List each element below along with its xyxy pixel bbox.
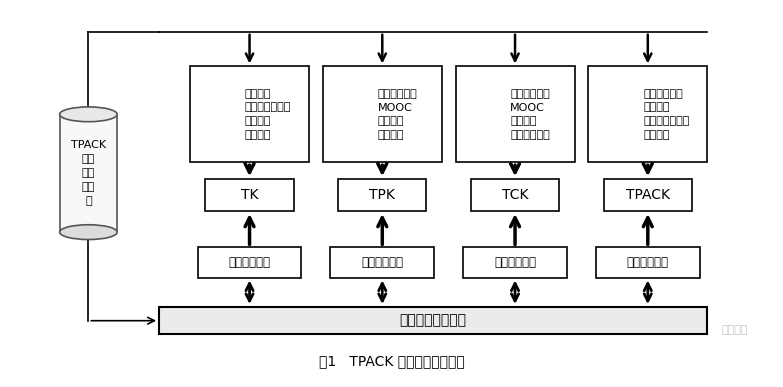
Text: 网络平台学习
MOOC
互动交流
分科专题讨论: 网络平台学习 MOOC 互动交流 分科专题讨论 xyxy=(511,89,550,140)
Text: 自主学习空间: 自主学习空间 xyxy=(361,256,403,269)
Bar xyxy=(464,247,567,277)
Bar xyxy=(338,179,427,211)
Bar xyxy=(190,66,309,162)
Text: TPACK: TPACK xyxy=(626,188,669,202)
Text: TPACK
内容
及实
施体
系: TPACK 内容 及实 施体 系 xyxy=(70,140,106,206)
Text: 图1   TPACK 内容及实施体系图: 图1 TPACK 内容及实施体系图 xyxy=(319,354,464,368)
Text: 网络教学平台: 网络教学平台 xyxy=(627,256,669,269)
Text: TK: TK xyxy=(241,188,258,202)
Bar xyxy=(159,307,707,334)
Text: TCK: TCK xyxy=(502,188,529,202)
Bar xyxy=(596,247,699,277)
Text: 学习与发展共同体: 学习与发展共同体 xyxy=(399,314,467,328)
Text: 网络教学平台: 网络教学平台 xyxy=(229,256,271,269)
Bar xyxy=(471,179,559,211)
Ellipse shape xyxy=(60,107,117,122)
Bar xyxy=(198,247,301,277)
Bar xyxy=(330,247,434,277)
Text: 网络平台学习
MOOC
互动交流
专题讨论: 网络平台学习 MOOC 互动交流 专题讨论 xyxy=(377,89,417,140)
Text: 专题讲授
演示，实践演练
作业完成
共享交流: 专题讲授 演示，实践演练 作业完成 共享交流 xyxy=(245,89,291,140)
Bar xyxy=(60,114,117,232)
Bar xyxy=(205,179,294,211)
Bar xyxy=(323,66,442,162)
Ellipse shape xyxy=(60,225,117,240)
Text: 数字教育: 数字教育 xyxy=(722,325,749,335)
Text: TPK: TPK xyxy=(370,188,395,202)
Bar xyxy=(588,66,707,162)
Bar xyxy=(456,66,575,162)
Text: 专家专题讲授
互动交流
微课例设计学习
共享交流: 专家专题讲授 互动交流 微课例设计学习 共享交流 xyxy=(643,89,689,140)
Bar xyxy=(604,179,692,211)
Text: 自主学习空间: 自主学习空间 xyxy=(494,256,536,269)
